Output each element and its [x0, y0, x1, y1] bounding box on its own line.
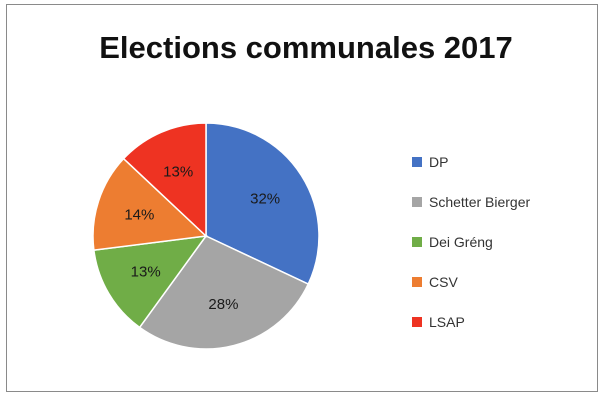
slice-label-dp: 32% [250, 190, 280, 207]
legend-item-dp: DP [412, 142, 530, 182]
slice-label-dei-greng: 13% [131, 264, 161, 281]
chart-title: Elections communales 2017 [99, 30, 513, 65]
legend-label-csv: CSV [429, 274, 458, 290]
legend-label-dei-greng: Dei Gréng [429, 234, 493, 250]
slice-label-lsap: 13% [163, 164, 193, 181]
pie-slice-lsap [122, 122, 207, 238]
slice-label-csv: 14% [124, 206, 154, 223]
pie-slice-schetter-bierger [138, 235, 310, 350]
legend: DP Schetter Bierger Dei Gréng CSV LSAP [412, 142, 530, 342]
legend-item-schetter-bierger: Schetter Bierger [412, 182, 530, 222]
pie-slice-labels: 32% 28% 13% 14% 13% [124, 164, 280, 313]
legend-swatch-csv [412, 277, 422, 287]
legend-label-dp: DP [429, 154, 449, 170]
pie-slices [92, 122, 320, 350]
pie-slice-csv [92, 157, 208, 252]
slice-label-schetter-bierger: 28% [208, 296, 238, 313]
legend-swatch-lsap [412, 317, 422, 327]
legend-swatch-dp [412, 157, 422, 167]
legend-swatch-schetter-bierger [412, 197, 422, 207]
pie-slice-dp [205, 122, 320, 286]
legend-label-lsap: LSAP [429, 314, 465, 330]
legend-item-lsap: LSAP [412, 302, 530, 342]
pie-slice-dei-greng [93, 235, 208, 329]
legend-swatch-dei-greng [412, 237, 422, 247]
legend-label-schetter-bierger: Schetter Bierger [429, 194, 531, 210]
legend-item-dei-greng: Dei Gréng [412, 222, 530, 262]
legend-item-csv: CSV [412, 262, 530, 302]
